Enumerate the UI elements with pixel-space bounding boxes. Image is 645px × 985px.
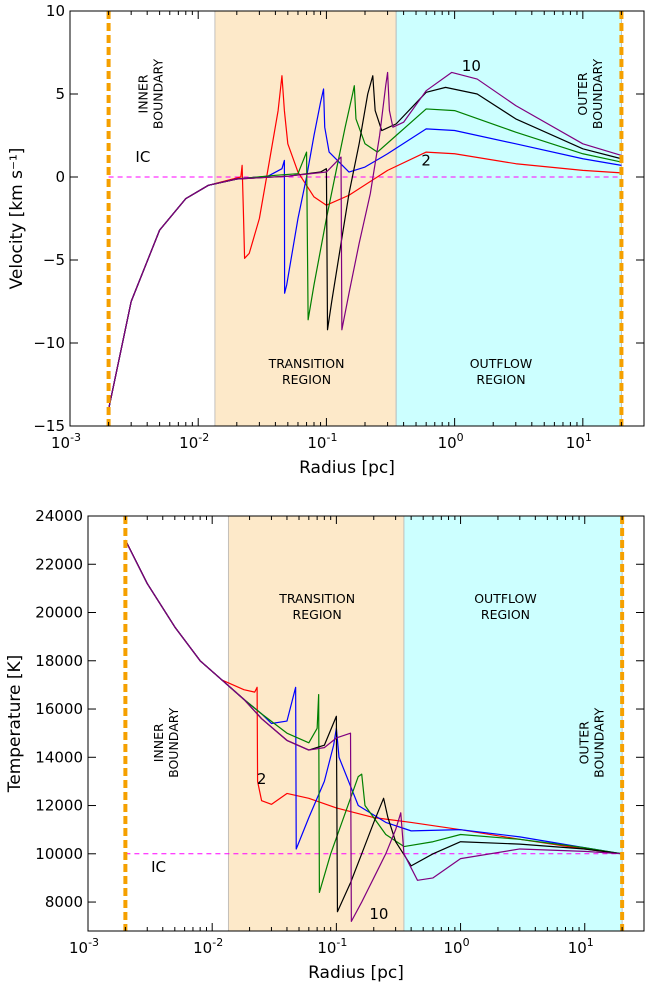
ic-label: IC [135, 148, 150, 166]
curve-annotation-0: 10 [462, 57, 481, 75]
x-tick-base: 10 [444, 939, 463, 957]
boundary-label-1: OUTERBOUNDARY [575, 59, 605, 130]
curve-annotation-1: 10 [369, 905, 388, 923]
x-tick-base: 10 [69, 939, 88, 957]
x-tick-exponent: -2 [212, 936, 223, 949]
y-axis-label: Velocity [km s⁻¹] [7, 148, 27, 290]
boundary-label-line: BOUNDARY [590, 59, 605, 130]
boundary-label-1: OUTERBOUNDARY [577, 707, 607, 778]
x-tick-exponent: -1 [326, 431, 337, 444]
region-label-line: TRANSITION [268, 356, 345, 371]
y-tick-label: 8000 [45, 893, 83, 911]
axes-frame [87, 515, 645, 932]
y-tick-label: 14000 [35, 748, 83, 766]
region-label-0: TRANSITION REGION [268, 356, 345, 387]
x-tick-exponent: -2 [198, 431, 209, 444]
y-tick-label: 10 [46, 2, 65, 20]
x-tick-label: 100 [438, 431, 464, 452]
ic-label: IC [151, 858, 166, 876]
region-label-line: REGION [293, 607, 342, 622]
region-label-line: OUTFLOW [474, 591, 537, 606]
x-tick-label: 101 [568, 936, 594, 957]
boundary-label-line: BOUNDARY [166, 707, 181, 778]
region-label-line: REGION [476, 372, 525, 387]
series-group [124, 539, 623, 922]
x-tick-exponent: -3 [88, 936, 99, 949]
x-axis-label: Radius [pc] [299, 458, 395, 478]
curve-annotation-1: 2 [421, 151, 431, 169]
series-line-4 [124, 539, 623, 922]
axes-frame [69, 10, 645, 427]
x-tick-base: 10 [438, 434, 457, 452]
x-tick-exponent: 1 [587, 936, 594, 949]
region-band-0 [227, 515, 405, 932]
x-tick-exponent: 0 [463, 936, 470, 949]
x-tick-exponent: -3 [70, 431, 81, 444]
y-tick-label: 22000 [35, 555, 83, 573]
region-label-line: TRANSITION [278, 591, 355, 606]
boundary-label-0: INNERBOUNDARY [151, 707, 181, 778]
x-tick-label: 10-2 [179, 431, 209, 452]
boundary-label-line: BOUNDARY [151, 59, 166, 130]
x-tick-base: 10 [179, 434, 198, 452]
region-label-1: OUTFLOW REGION [474, 591, 537, 622]
y-tick-label: 10000 [35, 845, 83, 863]
y-tick-label: 20000 [35, 604, 83, 622]
x-tick-base: 10 [317, 939, 336, 957]
y-axis-label: Temperature [K] [5, 655, 25, 794]
x-tick-label: 10-3 [51, 431, 81, 452]
boundary-label-0: INNERBOUNDARY [136, 59, 166, 130]
region-label-line: OUTFLOW [470, 356, 533, 371]
x-tick-label: 10-2 [193, 936, 223, 957]
x-tick-base: 10 [193, 939, 212, 957]
y-tick-label: −15 [33, 417, 65, 435]
x-tick-exponent: -1 [336, 936, 347, 949]
x-tick-label: 10-1 [317, 936, 347, 957]
region-band-1 [395, 10, 622, 427]
x-tick-label: 10-3 [69, 936, 99, 957]
y-tick-label: 5 [55, 85, 65, 103]
y-tick-label: 12000 [35, 797, 83, 815]
region-label-1: OUTFLOW REGION [470, 356, 533, 387]
series-line-4 [108, 71, 622, 410]
series-group [108, 71, 622, 410]
y-tick-label: 16000 [35, 700, 83, 718]
region-label-line: REGION [481, 607, 530, 622]
x-axis-label: Radius [pc] [308, 963, 404, 983]
y-tick-label: 24000 [35, 507, 83, 525]
x-tick-label: 100 [444, 936, 470, 957]
x-tick-base: 10 [51, 434, 70, 452]
boundary-label-line: OUTER [575, 72, 590, 116]
boundary-label-line: INNER [151, 723, 166, 762]
x-tick-label: 101 [566, 431, 592, 452]
x-tick-exponent: 0 [457, 431, 464, 444]
y-tick-label: 0 [55, 168, 65, 186]
region-label-0: TRANSITION REGION [278, 591, 355, 622]
boundary-label-line: OUTER [577, 721, 592, 765]
boundary-label-line: INNER [136, 74, 151, 113]
curve-annotation-0: 2 [257, 770, 267, 788]
x-tick-base: 10 [307, 434, 326, 452]
x-tick-base: 10 [568, 939, 587, 957]
region-band-0 [214, 10, 397, 427]
region-label-line: REGION [282, 372, 331, 387]
boundary-label-line: BOUNDARY [592, 707, 607, 778]
y-tick-label: 18000 [35, 652, 83, 670]
y-tick-label: −10 [33, 334, 65, 352]
x-tick-label: 10-1 [307, 431, 337, 452]
x-tick-base: 10 [566, 434, 585, 452]
x-tick-exponent: 1 [585, 431, 592, 444]
y-tick-label: −5 [43, 251, 65, 269]
